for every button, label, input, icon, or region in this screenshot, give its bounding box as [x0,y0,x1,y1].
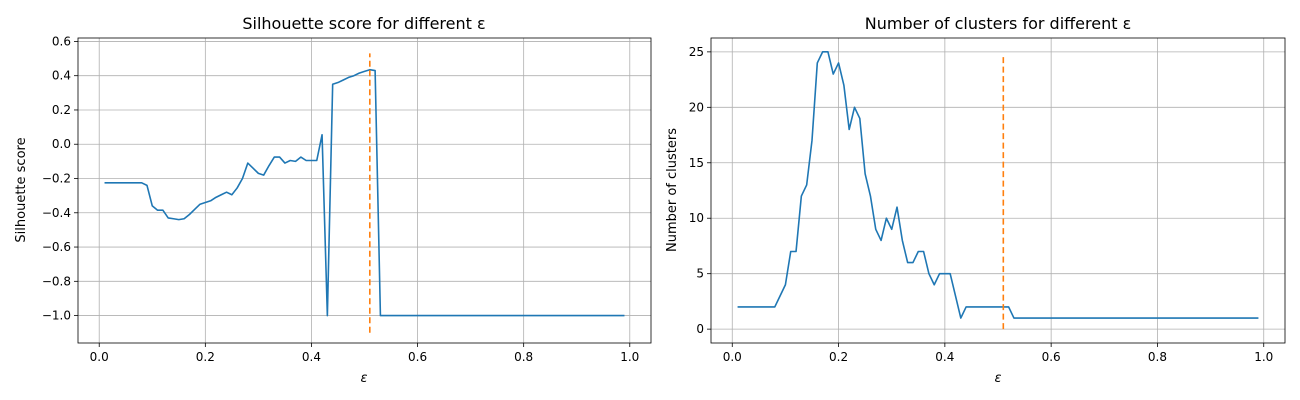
y-tick-label: −0.4 [42,206,71,220]
y-tick-label: 10 [689,211,704,225]
x-tick-label: 0.8 [514,350,533,364]
y-tick-label: 0.6 [52,34,71,48]
ticks: 0.0 0.2 0.4 0.6 0.8 1.0 −1.0 −0.8 −0.6 −0.4 −0.2 0.… [42,34,639,364]
y-tick-label: 0.2 [52,103,71,117]
plot-frame [710,37,1286,344]
x-tick-label: 0.4 [935,350,954,364]
y-axis-label: Silhouette score [14,137,29,242]
x-tick-label: 0.2 [196,350,215,364]
y-tick-label: −0.8 [42,274,71,288]
series-line [737,51,1259,319]
x-tick-label: 1.0 [1254,350,1273,364]
x-tick-label: 0.6 [1042,350,1061,364]
x-tick-label: 0.4 [302,350,321,364]
x-axis-label: ε [994,371,1001,386]
y-tick-label: −0.2 [42,172,71,186]
y-tick-label: 20 [689,100,704,114]
y-tick-label: 0.4 [52,69,71,83]
chart-title: Number of clusters for different ε [865,14,1131,33]
grid [711,38,1285,343]
plot-frame [77,37,652,344]
x-tick-label: 1.0 [620,350,639,364]
series-line [104,68,625,317]
y-tick-label: 0.0 [52,137,71,151]
number-of-clusters-chart: Number of clusters for different ε ε Num… [665,14,1286,386]
chart-title: Silhouette score for different ε [242,14,485,33]
ticks: 0.0 0.2 0.4 0.6 0.8 1.0 0 5 10 15 20 25 [689,45,1274,364]
x-tick-label: 0.6 [408,350,427,364]
x-tick-label: 0.0 [723,350,742,364]
y-tick-label: 15 [689,156,704,170]
y-tick-label: −1.0 [42,309,71,323]
y-tick-label: 0 [696,322,704,336]
grid [78,38,651,343]
silhouette-score-chart: Silhouette score for different ε ε Silho… [14,14,652,386]
x-tick-label: 0.8 [1148,350,1167,364]
x-tick-label: 0.2 [829,350,848,364]
y-axis-label: Number of clusters [665,128,680,252]
y-tick-label: −0.6 [42,240,71,254]
x-tick-label: 0.0 [90,350,109,364]
x-axis-label: ε [360,371,367,386]
y-tick-label: 25 [689,45,704,59]
y-tick-label: 5 [696,267,704,281]
